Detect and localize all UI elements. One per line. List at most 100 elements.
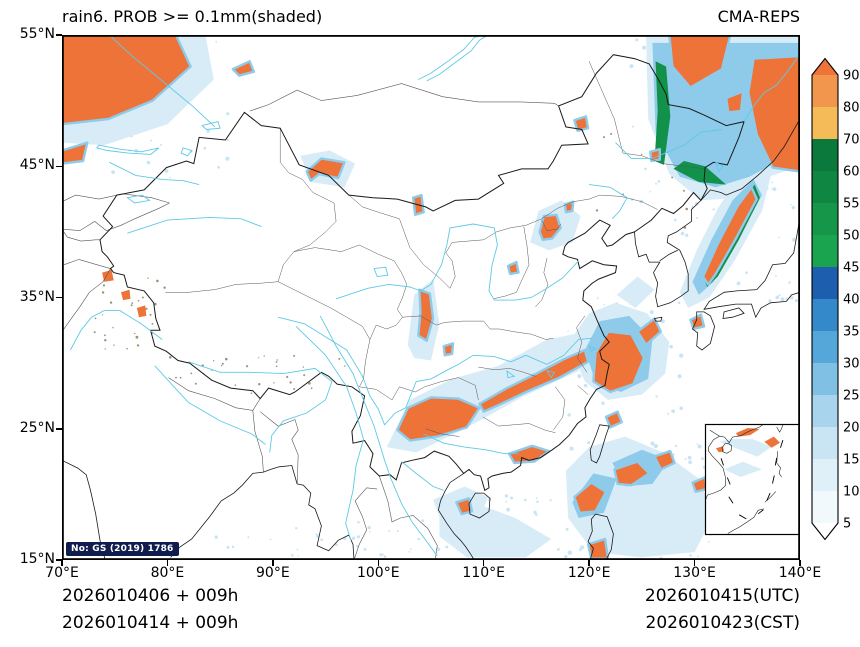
speckle-dot: [293, 388, 296, 390]
speckle-dot: [673, 218, 677, 222]
speckle-dot: [421, 519, 425, 523]
speckle-dot: [772, 187, 777, 192]
speckle-dot: [601, 401, 605, 405]
speckle-dot: [775, 274, 777, 277]
river: [109, 35, 216, 128]
nine-dash-segment: [726, 477, 731, 485]
river: [615, 129, 723, 159]
precip-region: [668, 35, 732, 89]
speckle-dot: [587, 441, 591, 445]
province-border: [348, 194, 600, 289]
speckle-dot: [221, 362, 224, 365]
province-border: [277, 281, 371, 387]
precip-region: [604, 410, 623, 429]
river: [109, 161, 200, 186]
x-tick-mark: [377, 560, 380, 566]
map-canvas: [62, 35, 800, 560]
y-tick-label: 45°N: [19, 157, 55, 174]
precip-region: [305, 157, 346, 182]
speckle-dot: [104, 339, 107, 342]
precip-region: [231, 60, 256, 77]
province-border: [493, 226, 530, 300]
speckle-dot: [215, 40, 218, 43]
precip-region: [417, 288, 435, 342]
speckle-dot: [221, 364, 223, 367]
speckle-dot: [632, 125, 635, 128]
speckle-dot: [790, 204, 792, 206]
init-time-cst: 2026010414 + 009h: [62, 613, 239, 633]
speckle-dot: [596, 297, 599, 300]
lake: [180, 147, 193, 157]
lake: [201, 121, 221, 130]
speckle-dot: [93, 331, 96, 334]
speckle-dot: [147, 277, 149, 279]
speckle-dot: [410, 548, 412, 550]
speckle-dot: [778, 236, 781, 239]
speckle-dot: [506, 507, 510, 512]
speckle-dot: [707, 541, 710, 543]
speckle-dot: [379, 553, 383, 557]
colorbar-segment: [812, 331, 838, 364]
lake: [588, 345, 597, 352]
license-badge: No: GS (2019) 1786: [66, 542, 179, 556]
x-tick-label: 100°E: [356, 565, 400, 581]
speckle-dot: [535, 513, 538, 516]
speckle-dot: [276, 359, 278, 361]
speckle-dot: [135, 335, 139, 339]
speckle-dot: [150, 139, 152, 142]
speckle-dot: [203, 146, 207, 150]
speckle-dot: [524, 498, 527, 502]
speckle-dot: [163, 286, 166, 289]
speckle-dot: [146, 160, 151, 165]
river: [418, 35, 483, 81]
speckle-dot: [445, 545, 449, 549]
lake: [546, 370, 556, 379]
river: [401, 461, 444, 491]
speckle-dot: [697, 444, 702, 449]
speckle-dot: [130, 304, 133, 307]
colorbar-segment: [812, 171, 838, 204]
speckle-dot: [247, 536, 250, 539]
speckle-dot: [789, 295, 794, 300]
x-tick-label: 110°E: [462, 565, 505, 581]
coastline: [722, 307, 745, 319]
speckle-dot: [788, 281, 791, 284]
colorbar-segment: [812, 107, 838, 140]
speckle-dot: [674, 444, 678, 448]
inset-precip-region: [724, 461, 762, 477]
province-border: [482, 416, 556, 433]
nine-dash-segment: [780, 439, 784, 448]
precip-region: [538, 213, 562, 241]
speckle-dot: [351, 536, 356, 540]
coastline: [653, 316, 663, 322]
x-tick-mark: [166, 560, 169, 566]
speckle-dot: [679, 406, 683, 411]
speckle-dot: [156, 279, 159, 283]
speckle-dot: [226, 112, 230, 116]
speckle-dot: [363, 547, 367, 551]
speckle-dot: [179, 376, 182, 379]
river: [188, 361, 333, 453]
precip-region: [689, 313, 706, 331]
inset-map: [704, 423, 800, 536]
colorbar-label: 30: [843, 357, 860, 372]
colorbar-label: 55: [843, 197, 860, 212]
nine-dash-segment: [738, 514, 747, 520]
colorbar-label: 40: [843, 293, 860, 308]
lake: [96, 144, 160, 155]
speckle-dot: [356, 535, 360, 539]
speckle-dot: [771, 181, 773, 184]
precip-region: [455, 497, 474, 516]
speckle-dot: [231, 545, 235, 549]
x-tick-mark: [588, 560, 590, 566]
speckle-dot: [640, 153, 643, 156]
speckle-dot: [603, 136, 605, 139]
speckle-dot: [603, 304, 605, 306]
speckle-dot: [113, 344, 115, 346]
y-tick-mark: [56, 165, 62, 167]
speckle-dot: [369, 531, 371, 533]
precip-region: [565, 436, 714, 558]
speckle-dot: [791, 205, 795, 210]
speckle-dot: [273, 382, 275, 384]
speckle-dot: [567, 330, 569, 332]
